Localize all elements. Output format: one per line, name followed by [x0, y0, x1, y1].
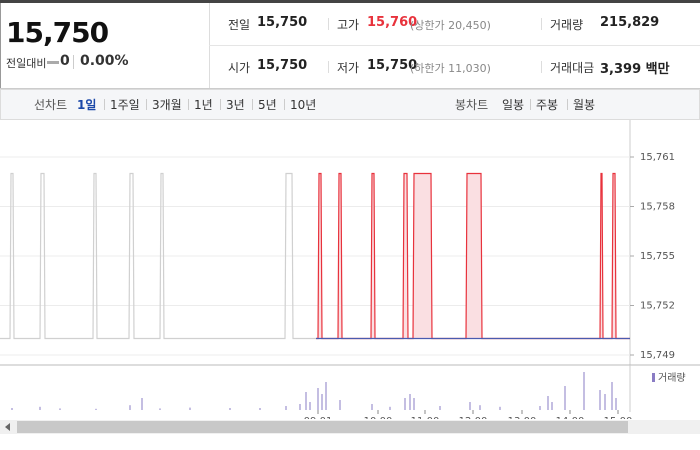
volume-bar — [583, 372, 585, 410]
tab-sep — [220, 99, 221, 110]
volume-bar — [321, 394, 323, 410]
volume-bar — [229, 408, 231, 410]
volume-bar — [389, 406, 391, 410]
info-label: 거래대금 — [550, 61, 595, 75]
volume-bar — [299, 404, 301, 410]
volume-bar — [439, 406, 441, 410]
volume-bar — [479, 405, 481, 410]
legend-label: 거래량 — [658, 372, 686, 384]
y-tick-label: 15,761 — [640, 152, 675, 163]
info-value: 15,750 — [257, 15, 308, 30]
col-sep — [328, 18, 329, 30]
tab[interactable]: 1주일 — [110, 98, 140, 112]
tab[interactable]: 1일 — [77, 98, 97, 112]
sep — [73, 55, 74, 69]
top-border — [0, 0, 700, 3]
volume-bar — [309, 402, 311, 410]
col-sep — [541, 18, 542, 30]
y-tick-label: 15,758 — [640, 202, 675, 213]
volume-bar — [611, 382, 613, 410]
change-label: 전일대비 — [6, 57, 47, 70]
scroll-thumb[interactable] — [17, 421, 628, 433]
tab-bar — [0, 89, 700, 120]
tab[interactable]: 10년 — [290, 98, 317, 112]
volume-bar — [259, 408, 261, 410]
col-sep — [328, 61, 329, 73]
volume-bar — [39, 406, 41, 410]
info-note: (상한가 20,450) — [410, 19, 491, 32]
tab[interactable]: 1년 — [194, 98, 213, 112]
scroll-left[interactable] — [5, 423, 10, 431]
volume-bar — [95, 408, 97, 410]
volume-bar — [159, 408, 161, 410]
tab-sep — [530, 99, 531, 110]
info-value: 15,750 — [367, 58, 418, 73]
tab-group-label: 봉차트 — [455, 98, 489, 112]
tab-sep — [252, 99, 253, 110]
y-tick-label: 15,749 — [640, 350, 675, 361]
y-tick-label: 15,755 — [640, 251, 675, 262]
y-tick-label: 15,752 — [640, 301, 675, 312]
info-note: (하한가 11,030) — [410, 62, 491, 75]
volume-bar — [599, 390, 601, 410]
price-line — [0, 172, 316, 340]
tab[interactable]: 일봉 — [502, 98, 525, 112]
volume-bar — [317, 388, 319, 410]
price: 15,750 — [6, 16, 109, 49]
info-label: 시가 — [228, 61, 251, 75]
volume-bar — [539, 406, 541, 410]
tab[interactable]: 5년 — [258, 98, 277, 112]
tab-sep — [188, 99, 189, 110]
volume-bar — [551, 402, 553, 410]
volume-bar — [325, 382, 327, 410]
info-label: 거래량 — [550, 18, 584, 32]
area — [316, 173, 630, 339]
info-value: 215,829 — [600, 15, 660, 30]
info-label: 전일 — [228, 18, 251, 32]
volume-bar — [564, 386, 566, 410]
tab-sep — [104, 99, 105, 110]
volume-bar — [59, 408, 61, 410]
tab-sep — [567, 99, 568, 110]
volume-bar — [413, 398, 415, 410]
tab-group-label: 선차트 — [34, 98, 68, 112]
volume-bar — [371, 404, 373, 410]
volume-bar — [547, 396, 549, 410]
col-sep — [541, 61, 542, 73]
volume-bar — [11, 408, 13, 410]
rate: 0.00% — [80, 53, 129, 69]
flat-icon — [47, 61, 59, 64]
info-value: 15,760 — [367, 15, 418, 30]
volume-bar — [469, 402, 471, 410]
tab[interactable]: 주봉 — [536, 98, 559, 112]
volume-bar — [499, 406, 501, 410]
volume-bar — [409, 394, 411, 410]
info-label: 고가 — [337, 18, 360, 32]
tab[interactable]: 3년 — [226, 98, 245, 112]
tab[interactable]: 3개월 — [152, 98, 182, 112]
info-value: 3,399 백만 — [600, 62, 670, 77]
chart: 15,76115,75815,75515,75215,74909:0110:00… — [0, 120, 700, 450]
volume-bar — [339, 400, 341, 410]
tab-sep — [146, 99, 147, 110]
volume-bar — [404, 398, 406, 410]
row-divider — [209, 45, 700, 46]
info-label: 저가 — [337, 61, 360, 75]
volume-bar — [129, 405, 131, 410]
volume-bar — [615, 398, 617, 410]
volume-bar — [285, 406, 287, 410]
volume-bar — [141, 398, 143, 410]
tab[interactable]: 월봉 — [573, 98, 596, 112]
tab-sep — [284, 99, 285, 110]
volume-bar — [604, 394, 606, 410]
info-value: 15,750 — [257, 58, 308, 73]
header-bottom — [0, 88, 700, 89]
change: 0 — [60, 53, 70, 69]
legend-swatch — [652, 373, 655, 382]
volume-bar — [305, 392, 307, 410]
volume-bar — [189, 407, 191, 410]
